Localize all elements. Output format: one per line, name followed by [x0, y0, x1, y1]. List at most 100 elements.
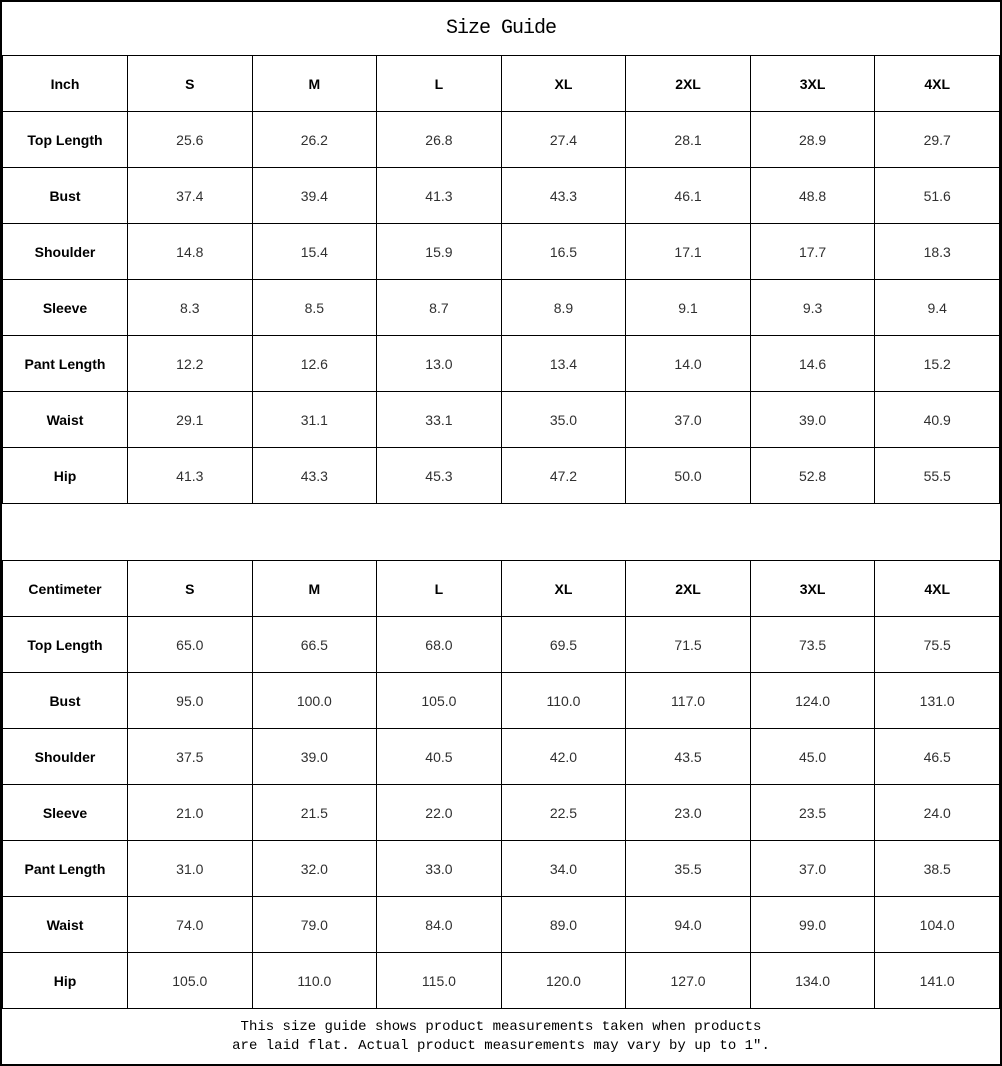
- measurement-cell: 37.0: [749, 840, 876, 897]
- measurement-row: Top Length 65.0 66.5 68.0 69.5 71.5 73.5 75.5: [2, 616, 1000, 673]
- measurement-row: Pant Length 12.2 12.6 13.0 13.4 14.0 14.6 15.2: [2, 335, 1000, 392]
- measurement-cell: 15.2: [874, 335, 1000, 392]
- measurement-cell: 110.0: [500, 672, 627, 729]
- column-header-4xl: 4XL: [874, 560, 1000, 617]
- measurement-cell: 14.0: [625, 335, 751, 392]
- footer-note-line1: This size guide shows product measuremen…: [240, 1018, 762, 1035]
- measurement-row: Shoulder 37.5 39.0 40.5 42.0 43.5 45.0 46.5: [2, 728, 1000, 785]
- measurement-cell: 74.0: [127, 896, 253, 953]
- measurement-cell: 21.5: [251, 784, 378, 841]
- measurement-cell: 51.6: [874, 167, 1000, 224]
- measurement-cell: 17.7: [749, 223, 876, 280]
- row-label: Waist: [2, 896, 128, 953]
- row-label: Pant Length: [2, 840, 128, 897]
- measurement-cell: 40.9: [874, 391, 1000, 448]
- measurement-row: Waist 74.0 79.0 84.0 89.0 94.0 99.0 104.0: [2, 896, 1000, 953]
- measurement-cell: 21.0: [127, 784, 253, 841]
- measurement-cell: 14.8: [127, 223, 253, 280]
- measurement-cell: 24.0: [874, 784, 1000, 841]
- measurement-cell: 37.5: [127, 728, 253, 785]
- measurement-cell: 43.3: [251, 447, 378, 504]
- row-label: Top Length: [2, 616, 128, 673]
- measurement-cell: 68.0: [376, 616, 502, 673]
- measurement-cell: 8.3: [127, 279, 253, 336]
- measurement-cell: 28.1: [625, 111, 751, 168]
- measurement-cell: 131.0: [874, 672, 1000, 729]
- column-header-2xl: 2XL: [625, 55, 751, 112]
- measurement-cell: 27.4: [500, 111, 627, 168]
- measurement-cell: 8.7: [376, 279, 502, 336]
- row-label: Shoulder: [2, 728, 128, 785]
- measurement-cell: 15.9: [376, 223, 502, 280]
- measurement-cell: 39.4: [251, 167, 378, 224]
- measurement-cell: 33.0: [376, 840, 502, 897]
- measurement-cell: 28.9: [749, 111, 876, 168]
- unit-label: Centimeter: [2, 560, 128, 617]
- measurement-cell: 12.6: [251, 335, 378, 392]
- row-label: Top Length: [2, 111, 128, 168]
- measurement-cell: 39.0: [251, 728, 378, 785]
- measurement-cell: 46.1: [625, 167, 751, 224]
- measurement-cell: 41.3: [376, 167, 502, 224]
- measurement-cell: 69.5: [500, 616, 627, 673]
- measurement-cell: 66.5: [251, 616, 378, 673]
- measurement-cell: 100.0: [251, 672, 378, 729]
- measurement-cell: 110.0: [251, 952, 378, 1009]
- measurement-cell: 12.2: [127, 335, 253, 392]
- measurement-cell: 23.0: [625, 784, 751, 841]
- measurement-cell: 47.2: [500, 447, 627, 504]
- row-label: Hip: [2, 952, 128, 1009]
- measurement-cell: 55.5: [874, 447, 1000, 504]
- measurement-cell: 16.5: [500, 223, 627, 280]
- column-header-l: L: [376, 55, 502, 112]
- measurement-cell: 46.5: [874, 728, 1000, 785]
- column-header-3xl: 3XL: [749, 560, 876, 617]
- measurement-cell: 9.3: [749, 279, 876, 336]
- measurement-cell: 8.9: [500, 279, 627, 336]
- measurement-cell: 120.0: [500, 952, 627, 1009]
- measurement-cell: 43.5: [625, 728, 751, 785]
- measurement-cell: 37.4: [127, 167, 253, 224]
- size-table-centimeter: Centimeter S M L XL 2XL 3XL 4XL Top Length 65.0 66…: [2, 560, 1000, 1009]
- measurement-cell: 48.8: [749, 167, 876, 224]
- row-label: Sleeve: [2, 279, 128, 336]
- measurement-cell: 73.5: [749, 616, 876, 673]
- measurement-row: Bust 95.0 100.0 105.0 110.0 117.0 124.0 131.0: [2, 672, 1000, 729]
- measurement-cell: 15.4: [251, 223, 378, 280]
- measurement-cell: 84.0: [376, 896, 502, 953]
- measurement-cell: 65.0: [127, 616, 253, 673]
- measurement-cell: 134.0: [749, 952, 876, 1009]
- measurement-cell: 9.1: [625, 279, 751, 336]
- measurement-cell: 22.5: [500, 784, 627, 841]
- measurement-cell: 45.0: [749, 728, 876, 785]
- column-header-xl: XL: [500, 55, 627, 112]
- column-header-s: S: [127, 55, 253, 112]
- measurement-cell: 32.0: [251, 840, 378, 897]
- measurement-cell: 45.3: [376, 447, 502, 504]
- column-header-m: M: [251, 55, 378, 112]
- measurement-cell: 29.7: [874, 111, 1000, 168]
- row-label: Bust: [2, 167, 128, 224]
- measurement-cell: 99.0: [749, 896, 876, 953]
- measurement-row: Bust 37.4 39.4 41.3 43.3 46.1 48.8 51.6: [2, 167, 1000, 224]
- measurement-cell: 22.0: [376, 784, 502, 841]
- measurement-cell: 13.0: [376, 335, 502, 392]
- column-header-xl: XL: [500, 560, 627, 617]
- measurement-cell: 39.0: [749, 391, 876, 448]
- measurement-cell: 89.0: [500, 896, 627, 953]
- measurement-cell: 71.5: [625, 616, 751, 673]
- measurement-row: Pant Length 31.0 32.0 33.0 34.0 35.5 37.0 38.5: [2, 840, 1000, 897]
- measurement-cell: 37.0: [625, 391, 751, 448]
- measurement-cell: 40.5: [376, 728, 502, 785]
- measurement-cell: 42.0: [500, 728, 627, 785]
- measurement-row: Top Length 25.6 26.2 26.8 27.4 28.1 28.9 29.7: [2, 111, 1000, 168]
- row-label: Shoulder: [2, 223, 128, 280]
- measurement-cell: 31.0: [127, 840, 253, 897]
- measurement-cell: 33.1: [376, 391, 502, 448]
- column-header-m: M: [251, 560, 378, 617]
- row-label: Sleeve: [2, 784, 128, 841]
- measurement-cell: 141.0: [874, 952, 1000, 1009]
- row-label: Waist: [2, 391, 128, 448]
- measurement-cell: 127.0: [625, 952, 751, 1009]
- measurement-cell: 52.8: [749, 447, 876, 504]
